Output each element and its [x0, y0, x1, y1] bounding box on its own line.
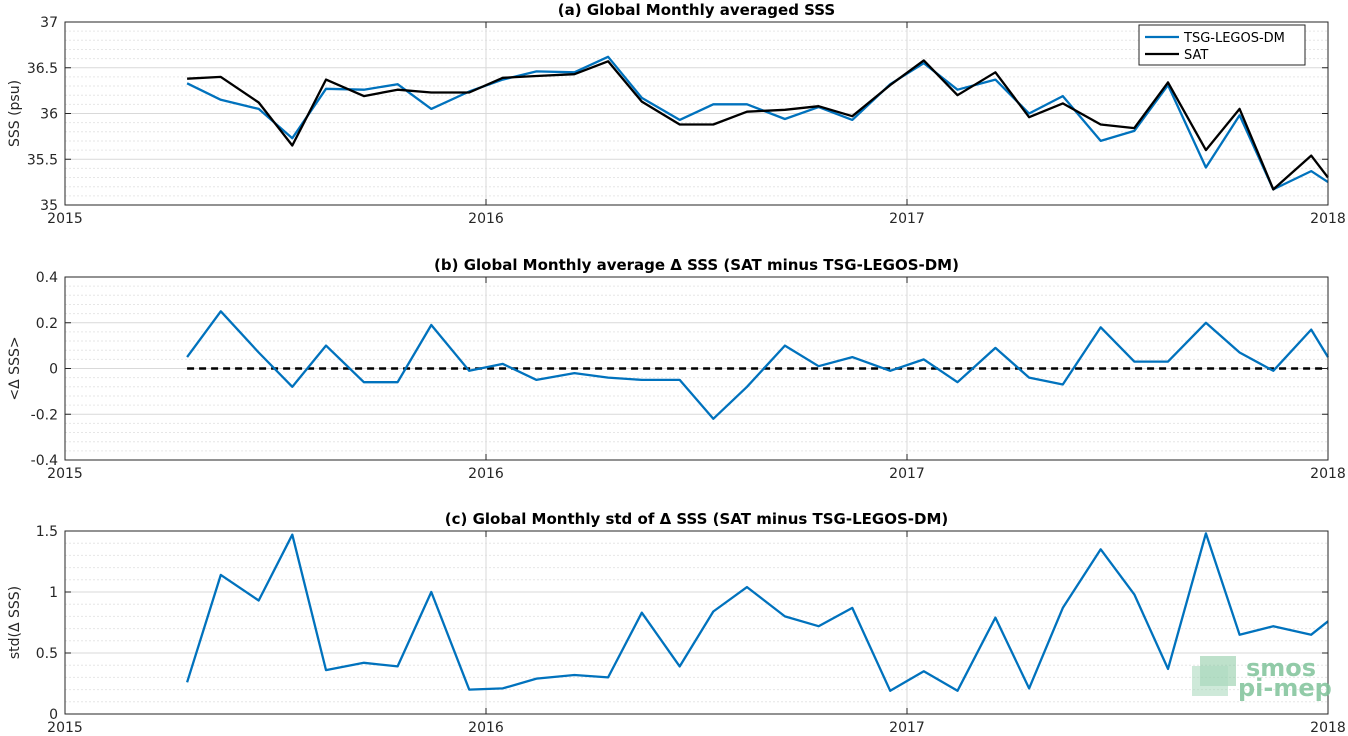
y-axis-label: std(Δ SSS): [7, 586, 23, 659]
y-tick-label: -0.2: [31, 407, 58, 423]
logo-line2: pi-mep: [1238, 674, 1332, 702]
y-axis-label: <Δ SSS>: [7, 336, 23, 400]
y-tick-label: 1: [49, 585, 58, 601]
chart-panel-0: 35 35.5 36 36.5 37 2015 2016 2017 2018 (a) Global…: [7, 1, 1346, 227]
x-tick-label: 2017: [889, 720, 925, 736]
series-line-0: [186, 310, 1329, 420]
chart-panel-2: 0 0.5 1 1.5 2015 2016 2017 2018 (c) Global Month…: [7, 510, 1346, 736]
chart-panel-1: -0.4 -0.2 0 0.2 0.4 2015 2016 2017 2018 (b) Globa…: [7, 256, 1346, 482]
chart-title: (c) Global Monthly std of Δ SSS (SAT min…: [445, 510, 948, 528]
legend: TSG-LEGOS-DM SAT: [1138, 24, 1306, 66]
y-tick-label: 0.2: [36, 316, 58, 332]
y-tick-label: 0: [49, 362, 58, 378]
x-tick-label: 2018: [1310, 466, 1346, 482]
y-tick-label: -0.4: [31, 453, 58, 469]
x-tick-label: 2015: [47, 466, 83, 482]
series-line-sat: [187, 59, 1329, 191]
chart-title: (a) Global Monthly averaged SSS: [558, 1, 835, 19]
y-tick-label: 36: [40, 107, 58, 123]
x-tick-label: 2018: [1310, 211, 1346, 227]
legend-label: SAT: [1184, 48, 1208, 63]
chart-title: (b) Global Monthly average Δ SSS (SAT mi…: [434, 256, 959, 274]
y-tick-label: 35: [40, 198, 58, 214]
y-tick-label: 0: [49, 707, 58, 723]
y-tick-label: 0.4: [36, 270, 58, 286]
y-axis-label: SSS (psu): [7, 80, 23, 147]
x-tick-label: 2016: [468, 720, 504, 736]
legend-box: [1138, 24, 1306, 66]
axes-box: [64, 530, 1329, 715]
y-tick-label: 36.5: [27, 61, 58, 77]
legend-label: TSG-LEGOS-DM: [1183, 31, 1285, 46]
x-tick-label: 2016: [468, 211, 504, 227]
x-tick-label: 2018: [1310, 720, 1346, 736]
plot-area: [65, 531, 1328, 714]
y-tick-label: 1.5: [36, 524, 58, 540]
x-tick-label: 2017: [889, 211, 925, 227]
series-line-0: [186, 532, 1329, 692]
y-tick-label: 35.5: [27, 152, 58, 168]
x-tick-label: 2017: [889, 466, 925, 482]
x-tick-label: 2015: [47, 211, 83, 227]
smos-pimep-logo: smos pi-mep: [1192, 654, 1332, 702]
logo-line1: smos: [1246, 654, 1316, 682]
x-tick-label: 2015: [47, 720, 83, 736]
y-tick-label: 0.5: [36, 646, 58, 662]
x-tick-label: 2016: [468, 466, 504, 482]
y-tick-label: 37: [40, 15, 58, 31]
